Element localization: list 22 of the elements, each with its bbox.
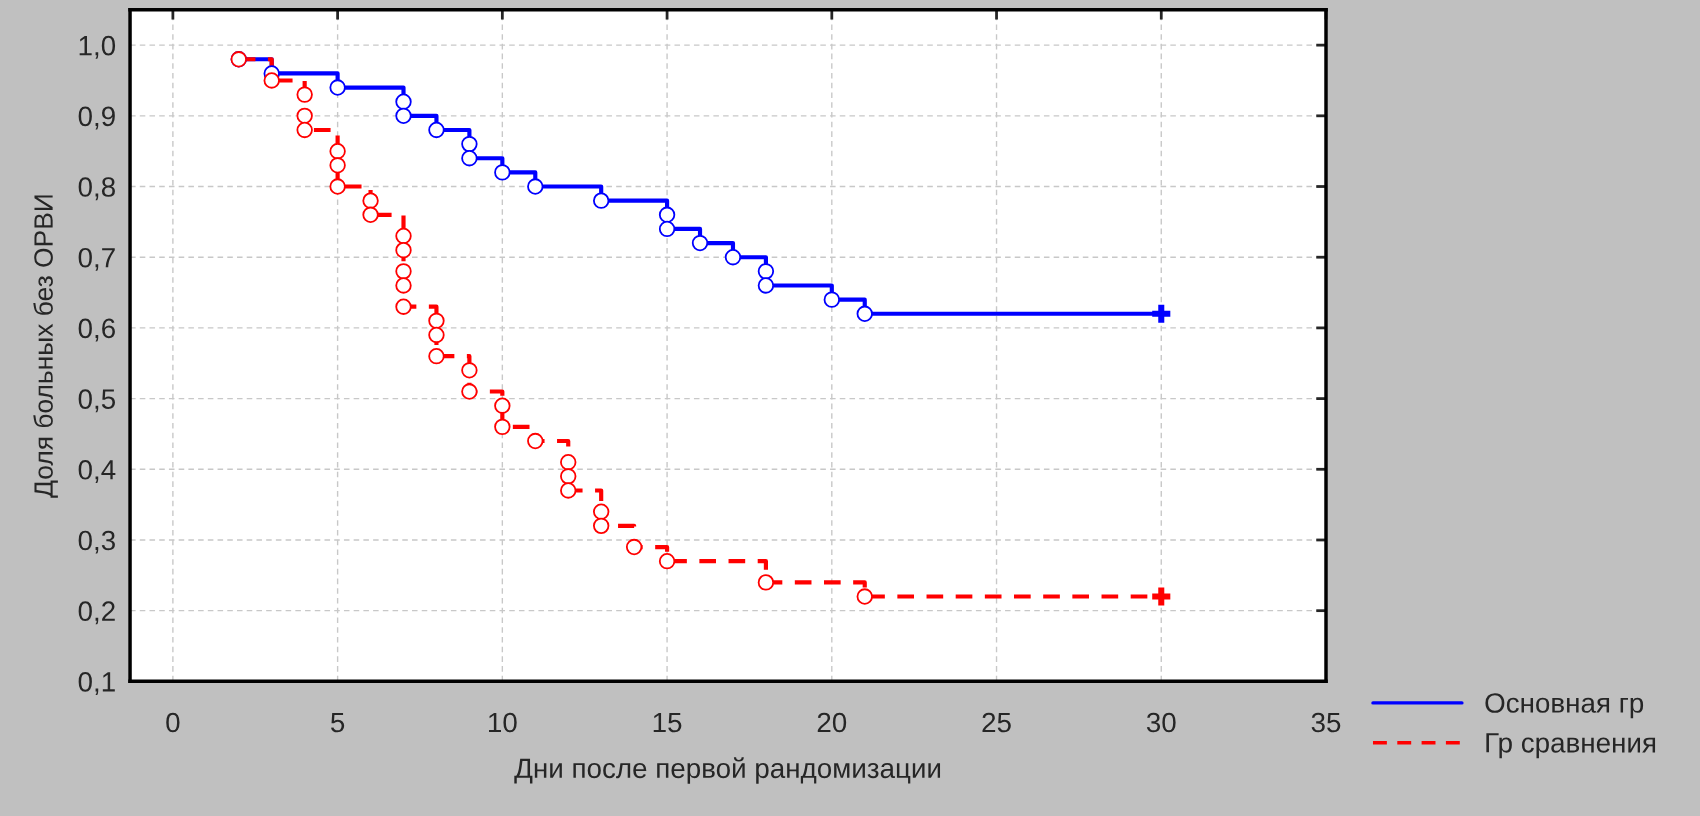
x-tick-label: 30 xyxy=(1146,712,1176,733)
legend-label: Гр сравнения xyxy=(1486,733,1656,759)
y-tick-label: 0,3 xyxy=(78,530,115,554)
x-tick-label: 5 xyxy=(331,712,345,733)
x-tick-label: 35 xyxy=(1311,712,1341,733)
x-tick-label: 0 xyxy=(166,712,180,733)
x-tick-label: 20 xyxy=(817,712,847,733)
x-tick-label: 15 xyxy=(653,712,682,733)
y-tick-label: 0,8 xyxy=(78,177,115,201)
y-axis-title: Доля больных без ОРВИ xyxy=(33,195,58,498)
legend-label: Основная гр xyxy=(1485,693,1644,719)
y-tick-label: 0,4 xyxy=(78,459,116,483)
y-tick-label: 0,7 xyxy=(78,247,115,271)
x-tick-label: 10 xyxy=(489,712,517,733)
y-tick-label: 0,2 xyxy=(78,601,115,625)
y-tick-label: 0,1 xyxy=(78,672,115,695)
y-tick-label: 0,9 xyxy=(78,106,115,130)
y-tick-label: 1,0 xyxy=(79,35,116,59)
y-tick-label: 0,5 xyxy=(78,389,115,413)
y-tick-label: 0,6 xyxy=(78,318,115,342)
x-axis-title: Дни после первой рандомизации xyxy=(514,757,941,784)
x-tick-label: 25 xyxy=(982,712,1011,733)
